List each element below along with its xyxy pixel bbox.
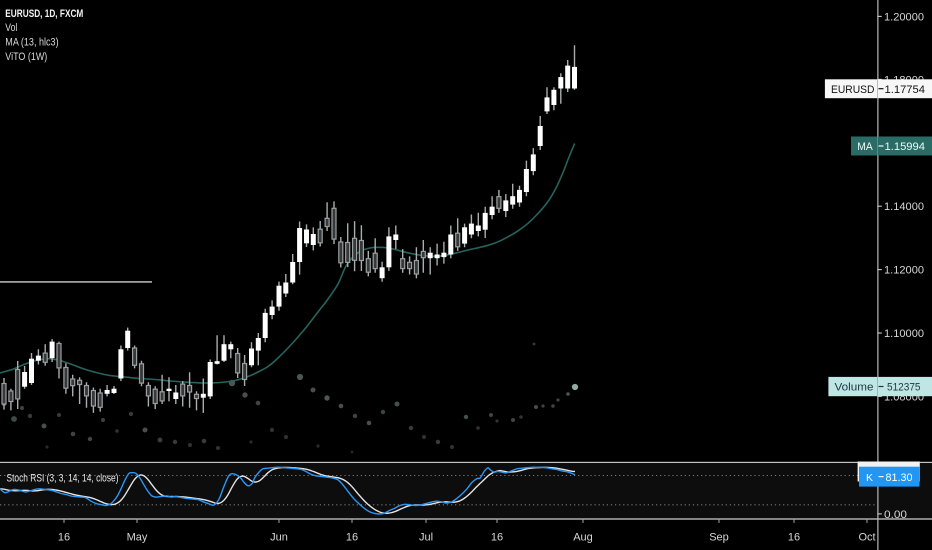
- svg-text:1.20000: 1.20000: [884, 11, 924, 23]
- svg-text:512375: 512375: [887, 382, 921, 394]
- svg-text:81.30: 81.30: [886, 472, 913, 484]
- svg-text:1.17754: 1.17754: [885, 84, 926, 96]
- svg-text:Volume: Volume: [835, 382, 874, 394]
- svg-text:0.00: 0.00: [884, 509, 907, 521]
- svg-text:16: 16: [491, 532, 503, 544]
- svg-text:16: 16: [788, 532, 800, 544]
- svg-text:ViTO (1W): ViTO (1W): [5, 51, 47, 63]
- svg-text:MA (13, hlc3): MA (13, hlc3): [5, 37, 58, 49]
- svg-text:16: 16: [346, 532, 358, 544]
- svg-text:K: K: [866, 472, 873, 484]
- svg-text:Oct: Oct: [858, 532, 875, 544]
- svg-text:Sep: Sep: [709, 532, 729, 544]
- svg-text:1.12000: 1.12000: [884, 265, 924, 277]
- svg-text:Stoch RSI (3, 3, 14, 14, close: Stoch RSI (3, 3, 14, 14, close): [7, 473, 119, 485]
- svg-text:MA: MA: [857, 141, 873, 153]
- svg-text:Aug: Aug: [573, 532, 593, 544]
- svg-text:1.14000: 1.14000: [884, 201, 924, 213]
- svg-text:Vol: Vol: [5, 22, 17, 34]
- svg-text:1.10000: 1.10000: [884, 328, 924, 340]
- svg-text:May: May: [127, 532, 148, 544]
- svg-text:EURUSD: EURUSD: [831, 84, 875, 96]
- svg-text:1.15994: 1.15994: [885, 141, 926, 153]
- svg-text:Jul: Jul: [419, 532, 433, 544]
- svg-text:16: 16: [58, 532, 70, 544]
- svg-text:EURUSD, 1D, FXCM: EURUSD, 1D, FXCM: [5, 8, 83, 20]
- svg-text:Jun: Jun: [270, 532, 288, 544]
